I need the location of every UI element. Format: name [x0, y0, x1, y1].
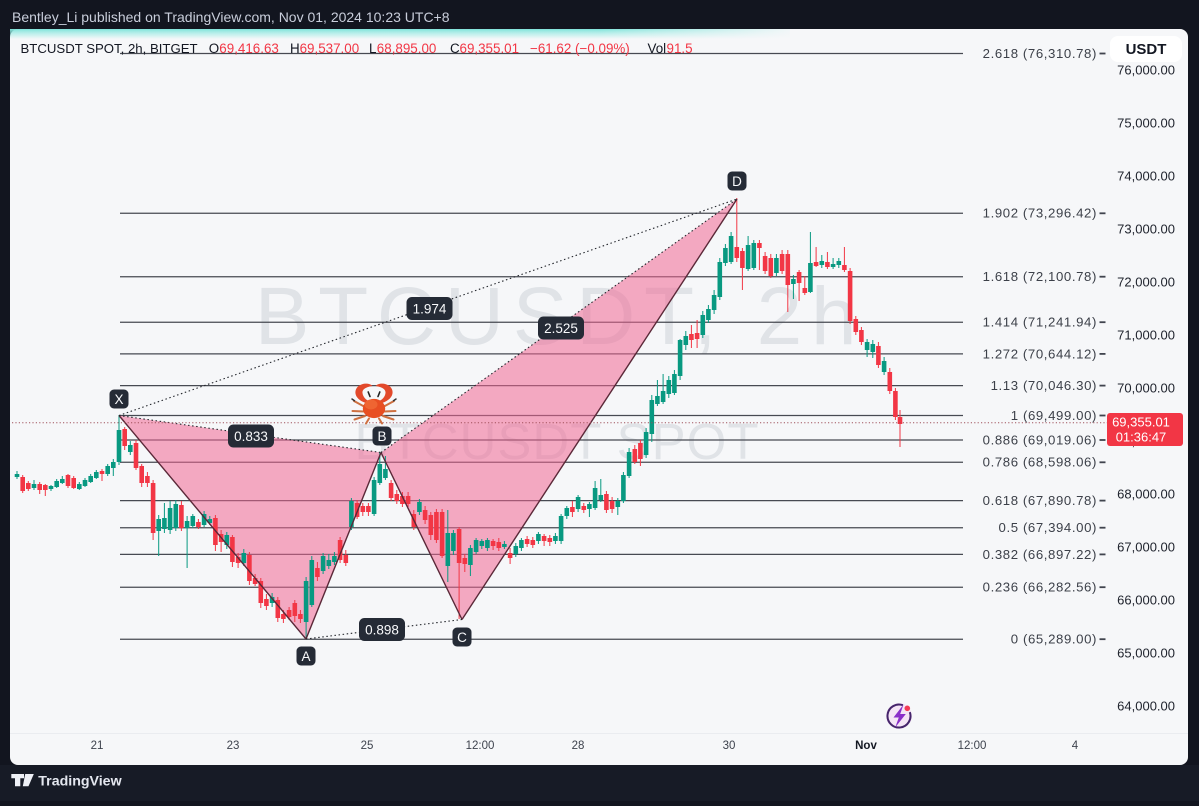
svg-text:76,000.00: 76,000.00 — [1117, 62, 1175, 77]
svg-text:0.833: 0.833 — [234, 429, 268, 444]
svg-text:2.618 (76,310.78): 2.618 (76,310.78) — [983, 46, 1097, 61]
svg-text:1.272 (70,644.12): 1.272 (70,644.12) — [983, 346, 1097, 361]
svg-text:0.236 (66,282.56): 0.236 (66,282.56) — [983, 580, 1097, 595]
svg-text:0.786 (68,598.06): 0.786 (68,598.06) — [983, 455, 1097, 470]
svg-text:68,895.00: 68,895.00 — [377, 41, 437, 56]
svg-text:−61.62 (−0.09%): −61.62 (−0.09%) — [530, 41, 630, 56]
svg-text:12:00: 12:00 — [958, 740, 987, 752]
svg-text:72,000.00: 72,000.00 — [1117, 274, 1175, 289]
svg-text:68,000.00: 68,000.00 — [1117, 486, 1175, 501]
svg-text:L: L — [369, 41, 376, 56]
svg-text:0.886 (69,019.06): 0.886 (69,019.06) — [983, 432, 1097, 447]
svg-text:69,537.00: 69,537.00 — [300, 41, 360, 56]
svg-text:25: 25 — [361, 740, 374, 752]
svg-text:TradingView: TradingView — [38, 774, 122, 790]
svg-text:66,000.00: 66,000.00 — [1117, 592, 1175, 607]
svg-text:1.618 (72,100.78): 1.618 (72,100.78) — [983, 269, 1097, 284]
svg-text:1.414 (71,241.94): 1.414 (71,241.94) — [983, 315, 1097, 330]
svg-text:D: D — [732, 174, 742, 189]
svg-text:Bentley_Li published on Tradin: Bentley_Li published on TradingView.com,… — [12, 9, 450, 25]
svg-text:1.974: 1.974 — [413, 301, 447, 316]
svg-text:75,000.00: 75,000.00 — [1117, 115, 1175, 130]
svg-text:2.525: 2.525 — [544, 321, 578, 336]
svg-text:C: C — [450, 41, 460, 56]
svg-text:0 (65,289.00): 0 (65,289.00) — [1011, 632, 1097, 647]
svg-text:64,000.00: 64,000.00 — [1117, 698, 1175, 713]
svg-text:91.5: 91.5 — [667, 41, 693, 56]
svg-text:28: 28 — [572, 740, 585, 752]
svg-text:01:36:47: 01:36:47 — [1116, 430, 1167, 445]
svg-text:BTCUSDT SPOT, 2h, BITGET: BTCUSDT SPOT, 2h, BITGET — [21, 41, 198, 56]
svg-text:C: C — [457, 630, 467, 645]
svg-text:1.13 (70,046.30): 1.13 (70,046.30) — [991, 378, 1097, 393]
svg-text:0.5 (67,394.00): 0.5 (67,394.00) — [999, 520, 1097, 535]
svg-text:69,355.01: 69,355.01 — [1112, 415, 1170, 430]
svg-text:1 (69,499.00): 1 (69,499.00) — [1011, 408, 1097, 423]
svg-text:70,000.00: 70,000.00 — [1117, 380, 1175, 395]
svg-text:67,000.00: 67,000.00 — [1117, 539, 1175, 554]
svg-text:12:00: 12:00 — [466, 740, 495, 752]
svg-text:71,000.00: 71,000.00 — [1117, 327, 1175, 342]
svg-text:0.898: 0.898 — [365, 622, 399, 637]
svg-text:69,355.01: 69,355.01 — [460, 41, 520, 56]
svg-text:69,416.63: 69,416.63 — [219, 41, 279, 56]
svg-text:X: X — [114, 392, 123, 407]
svg-text:4: 4 — [1072, 740, 1079, 752]
svg-text:30: 30 — [723, 740, 736, 752]
svg-text:0.382 (66,897.22): 0.382 (66,897.22) — [983, 547, 1097, 562]
svg-text:H: H — [290, 41, 300, 56]
svg-text:Vol: Vol — [648, 41, 667, 56]
svg-text:21: 21 — [91, 740, 104, 752]
svg-text:A: A — [301, 649, 310, 664]
svg-text:USDT: USDT — [1126, 41, 1167, 58]
svg-text:73,000.00: 73,000.00 — [1117, 221, 1175, 236]
svg-text:Nov: Nov — [855, 740, 877, 752]
svg-text:74,000.00: 74,000.00 — [1117, 168, 1175, 183]
svg-text:B: B — [377, 429, 386, 444]
svg-text:65,000.00: 65,000.00 — [1117, 645, 1175, 660]
svg-text:0.618 (67,890.78): 0.618 (67,890.78) — [983, 493, 1097, 508]
svg-text:1.902 (73,296.42): 1.902 (73,296.42) — [983, 206, 1097, 221]
svg-text:O: O — [209, 41, 219, 56]
svg-text:23: 23 — [227, 740, 240, 752]
